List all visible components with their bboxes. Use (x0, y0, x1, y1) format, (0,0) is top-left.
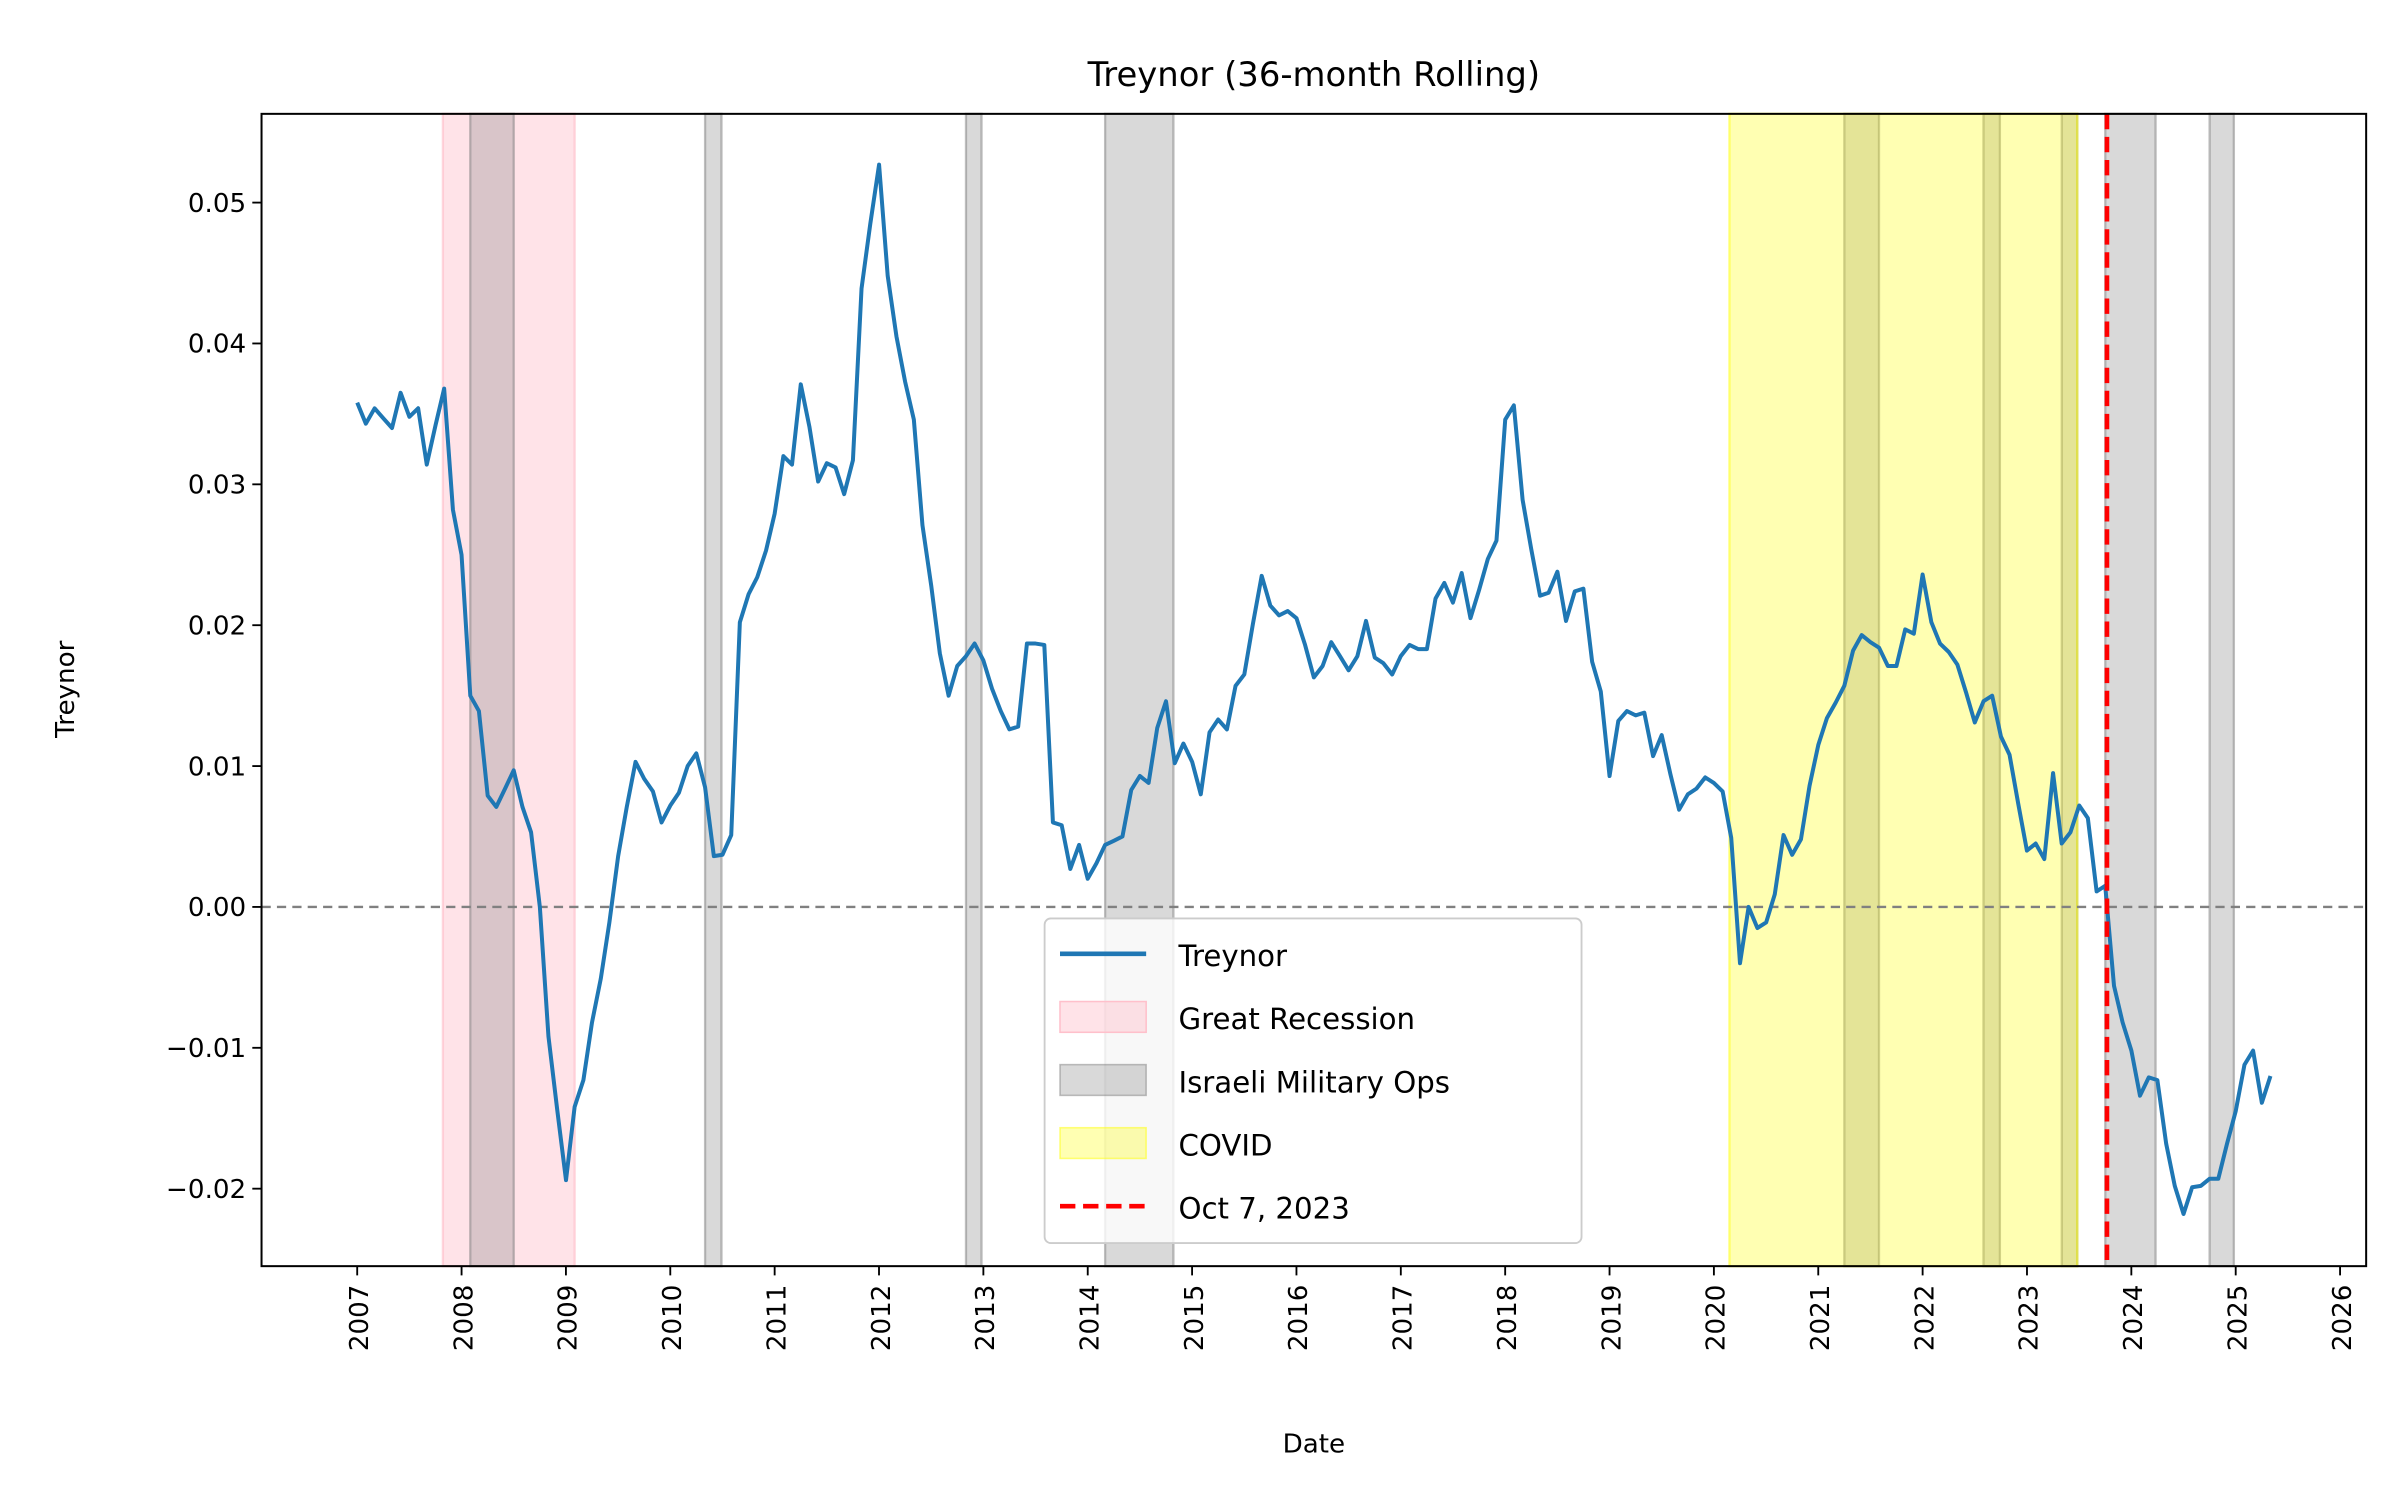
x-tick-label: 2019 (1597, 1285, 1627, 1352)
legend-label-great-recession: Great Recession (1178, 1002, 1415, 1036)
plot-frame (260, 112, 2368, 1268)
legend-label-treynor: Treynor (1177, 939, 1288, 973)
x-tick-label: 2026 (2328, 1285, 2358, 1352)
y-axis-label: Treynor (51, 640, 81, 738)
y-axis: 0.05 0.04 0.03 0.02 0.01 0.00 −0.01 −0.02 (166, 189, 262, 1205)
shaded-region-israeli-military-ops (2208, 112, 2236, 1268)
y-tick-label: 0.03 (188, 471, 246, 501)
x-axis: 2007 2008 2009 2010 2011 2012 2013 2014 2015 2016… (345, 1266, 2358, 1351)
y-tick-label: −0.01 (166, 1034, 246, 1064)
y-tick-label: −0.02 (166, 1175, 246, 1205)
y-tick-label: 0.01 (188, 752, 246, 782)
x-axis-label: Date (1283, 1429, 1345, 1459)
legend: Treynor Great Recession Israeli Military… (1043, 917, 1583, 1244)
x-tick-label: 2022 (1910, 1285, 1940, 1352)
x-tick-label: 2014 (1075, 1285, 1105, 1352)
legend-box (1043, 917, 1583, 1244)
x-tick-label: 2023 (2015, 1285, 2045, 1352)
series-layer (355, 113, 2273, 1267)
x-tick-label: 2020 (1702, 1285, 1732, 1352)
x-tick-label: 2015 (1180, 1285, 1210, 1352)
shaded-region-covid (1728, 112, 2079, 1268)
shaded-region-israeli-military-ops (2104, 112, 2157, 1268)
y-tick-label: 0.04 (188, 330, 246, 360)
x-tick-label: 2010 (658, 1285, 688, 1352)
x-tick-label: 2021 (1806, 1285, 1836, 1352)
legend-label-covid: COVID (1178, 1128, 1272, 1162)
legend-swatch-great-recession (1059, 1000, 1147, 1034)
series-line-treynor (355, 162, 2273, 1216)
y-tick-label: 0.02 (188, 611, 246, 641)
shaded-region-israeli-military-ops (703, 112, 723, 1268)
legend-swatch-covid (1059, 1126, 1147, 1160)
x-tick-label: 2008 (449, 1285, 479, 1352)
x-tick-label: 2017 (1389, 1285, 1419, 1352)
x-tick-label: 2025 (2223, 1285, 2253, 1352)
x-tick-label: 2007 (345, 1285, 375, 1352)
legend-label-israeli-military-ops: Israeli Military Ops (1178, 1065, 1450, 1099)
x-tick-label: 2013 (971, 1285, 1001, 1352)
x-tick-label: 2012 (867, 1285, 897, 1352)
legend-label-oct7: Oct 7, 2023 (1178, 1191, 1349, 1225)
chart-title: Treynor (36-month Rolling) (1087, 55, 1540, 94)
x-tick-label: 2009 (554, 1285, 584, 1352)
y-tick-label: 0.05 (188, 189, 246, 219)
shaded-regions (441, 112, 2236, 1268)
x-tick-label: 2024 (2119, 1285, 2149, 1352)
x-tick-label: 2011 (762, 1285, 792, 1352)
legend-swatch-israeli-military-ops (1059, 1063, 1147, 1097)
shaded-region-israeli-military-ops (964, 112, 983, 1268)
x-tick-label: 2016 (1284, 1285, 1314, 1352)
x-tick-label: 2018 (1493, 1285, 1523, 1352)
y-tick-label: 0.00 (188, 893, 246, 923)
shaded-region-israeli-military-ops (469, 112, 515, 1268)
